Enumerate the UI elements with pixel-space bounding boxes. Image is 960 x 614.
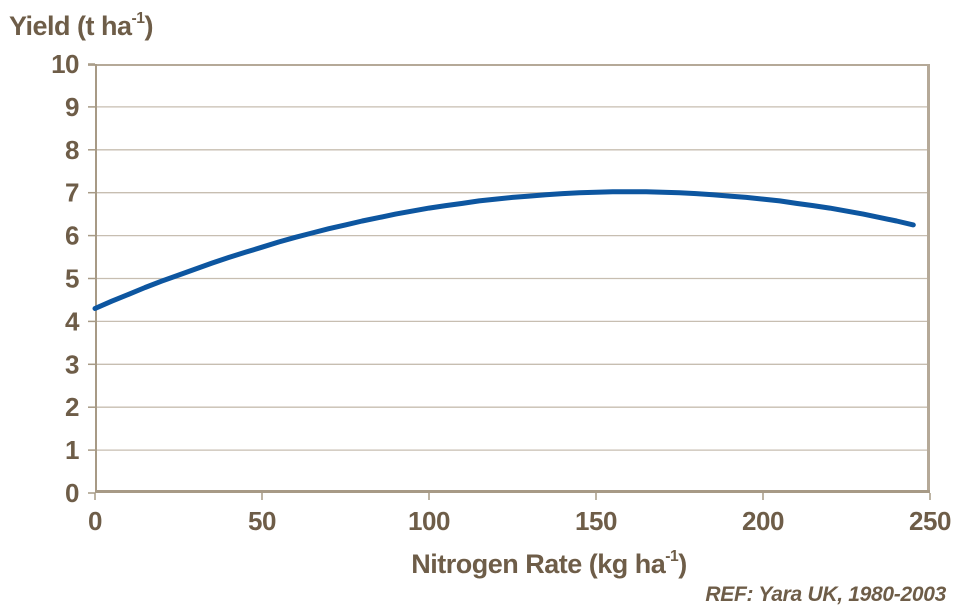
y-axis-title: Yield (t ha-1)	[9, 9, 153, 42]
y-tick-label-1: 1	[65, 435, 79, 465]
x-tick-label-0: 0	[88, 506, 102, 536]
x-axis-title-superscript: -1	[665, 547, 679, 565]
y-tick-label-2: 2	[65, 392, 79, 422]
x-tick-label-150: 150	[575, 506, 617, 536]
x-tick-label-200: 200	[742, 506, 784, 536]
x-axis-title-text: Nitrogen Rate (kg ha	[411, 549, 666, 579]
y-tick-label-4: 4	[65, 306, 80, 336]
y-tick-label-7: 7	[65, 178, 79, 208]
y-tick-label-6: 6	[65, 221, 79, 251]
y-axis-title-superscript: -1	[131, 9, 145, 27]
y-axis-title-close: )	[144, 11, 153, 41]
y-tick-label-3: 3	[65, 349, 79, 379]
yield-response-curve	[92, 189, 916, 311]
x-tick-label-100: 100	[408, 506, 450, 536]
y-tick-label-0: 0	[65, 478, 79, 508]
y-tick-label-10: 10	[51, 49, 79, 79]
y-tick-label-9: 9	[65, 92, 79, 122]
x-axis-title: Nitrogen Rate (kg ha-1)	[411, 547, 687, 580]
x-tick-label-50: 50	[248, 506, 276, 536]
y-tick-label-5: 5	[65, 264, 79, 294]
y-tick-label-8: 8	[65, 135, 79, 165]
reference-note: REF: Yara UK, 1980-2003	[705, 583, 946, 606]
x-axis-title-close: )	[678, 549, 687, 579]
x-tick-label-250: 250	[909, 506, 951, 536]
y-axis-title-text: Yield (t ha	[9, 11, 132, 41]
